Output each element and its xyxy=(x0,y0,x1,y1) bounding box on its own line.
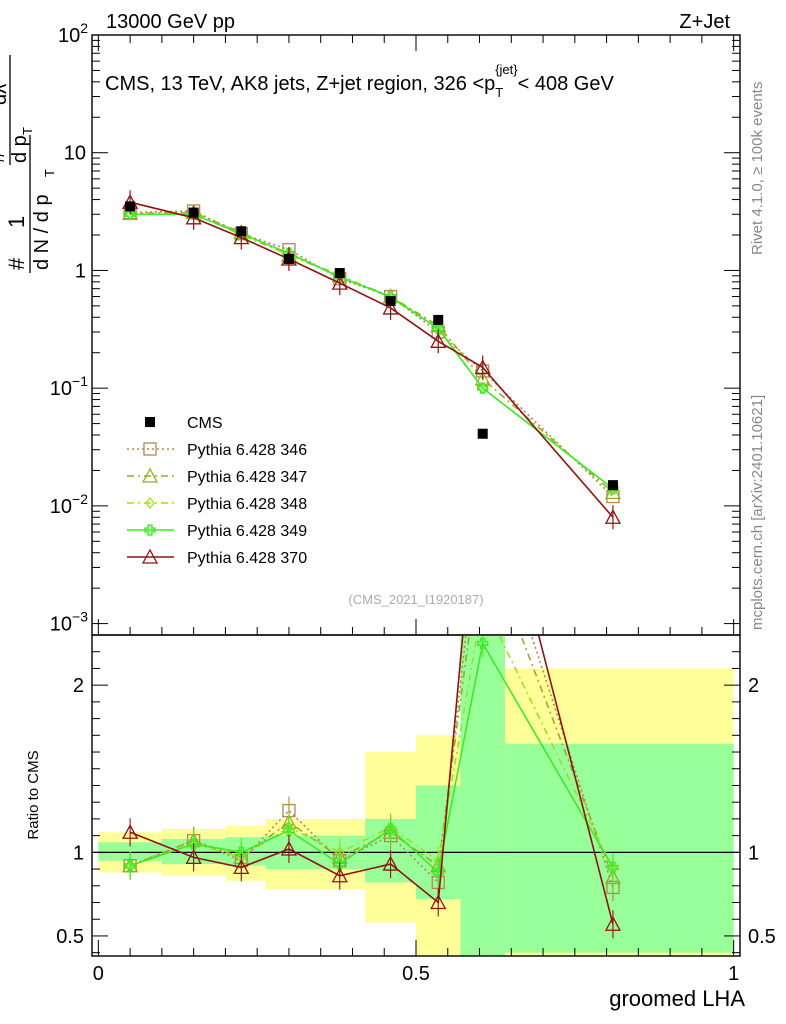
ratio-point xyxy=(124,860,136,872)
ratio-point xyxy=(604,915,622,931)
svg-text:T: T xyxy=(20,127,35,135)
series-point xyxy=(432,323,444,335)
svg-text:d N / d p: d N / d p xyxy=(31,194,53,270)
ratio-series-group xyxy=(122,635,622,939)
ratio-y-axis-label: Ratio to CMS xyxy=(25,750,42,839)
svg-text:dλ: dλ xyxy=(0,84,11,105)
header-energy-label: 13000 GeV pp xyxy=(106,11,235,33)
x-axis: 0 0.5 1 xyxy=(93,35,739,985)
rivet-version-label: Rivet 4.1.0, ≥ 100k events xyxy=(749,82,766,255)
legend-cms-label: CMS xyxy=(187,415,223,432)
main-panel: 10−3 10−2 10−1 1 10 102 (CMS_2021_I1920187) C… xyxy=(50,20,741,636)
ratio-y-tick-label: 1 xyxy=(73,842,84,864)
data-point xyxy=(334,268,345,279)
ratio-point xyxy=(280,840,298,856)
x-tick-label: 0.5 xyxy=(402,963,430,985)
ratio-y-tick-label-right: 2 xyxy=(748,675,759,697)
data-point xyxy=(283,254,294,265)
ratio-point xyxy=(122,823,139,839)
series-point xyxy=(604,508,622,524)
x-tick-label: 1 xyxy=(728,963,739,985)
legend: CMS Pythia 6.428 346 Pythia 6.428 347 Pythi… xyxy=(127,415,307,567)
legend-marker xyxy=(144,524,156,536)
data-point xyxy=(385,296,396,307)
data-point xyxy=(236,226,247,237)
legend-label: Pythia 6.428 347 xyxy=(187,469,307,486)
ratio-point xyxy=(607,861,619,874)
series-point xyxy=(382,299,399,315)
svg-text:1: 1 xyxy=(4,216,29,228)
ratio-y-tick-label: 0.5 xyxy=(56,926,84,948)
series-point xyxy=(331,274,348,290)
legend-marker xyxy=(141,548,159,564)
y-tick-label: 102 xyxy=(58,20,88,47)
ratio-point xyxy=(430,894,447,910)
data-point xyxy=(607,480,618,491)
ratio-band-inner xyxy=(504,743,734,953)
series-point xyxy=(124,208,136,220)
ratio-point xyxy=(604,869,622,885)
series-point xyxy=(604,484,622,500)
ratio-point xyxy=(477,637,489,650)
series-point xyxy=(477,382,489,394)
legend-label: Pythia 6.428 349 xyxy=(187,523,307,540)
data-point xyxy=(433,314,444,325)
legend-marker xyxy=(141,467,159,483)
legend-label: Pythia 6.428 346 xyxy=(187,442,307,459)
data-point xyxy=(477,428,488,439)
ratio-point xyxy=(185,848,202,865)
series-point xyxy=(474,370,491,386)
x-tick-label: 0 xyxy=(93,963,104,985)
ratio-band-inner xyxy=(98,842,162,861)
main-y-axis-label: # 1 d N / d p T # d p T d 2 N dλ xyxy=(0,55,57,273)
svg-text:T: T xyxy=(42,169,57,177)
series-point xyxy=(430,332,447,348)
legend-marker xyxy=(145,496,155,510)
ratio-point xyxy=(233,859,250,875)
ratio-point xyxy=(384,823,397,835)
data-point xyxy=(125,201,136,212)
analysis-watermark: (CMS_2021_I1920187) xyxy=(348,592,483,607)
legend-cms-marker xyxy=(145,417,155,427)
ratio-panel: 0.5 0.5 1 1 2 2 xyxy=(56,634,776,957)
ratio-point xyxy=(382,855,399,871)
y-tick-label: 1 xyxy=(75,260,86,282)
ratio-band-inner xyxy=(460,635,505,956)
mcplots-credit-label: mcplots.cern.ch [arXiv:2401.10621] xyxy=(749,395,766,630)
x-axis-label: groomed LHA xyxy=(609,986,745,1011)
legend-label: Pythia 6.428 370 xyxy=(187,550,307,567)
svg-text:d p: d p xyxy=(9,135,31,163)
legend-label: Pythia 6.428 348 xyxy=(187,496,307,513)
ratio-y-tick-label-right: 0.5 xyxy=(748,926,776,948)
series-point xyxy=(233,229,250,245)
y-tick-label: 10−2 xyxy=(50,491,88,518)
plot-title: CMS, 13 TeV, AK8 jets, Z+jet region, 326… xyxy=(105,62,614,100)
y-tick-label: 10−1 xyxy=(50,373,88,400)
ratio-point xyxy=(283,824,295,837)
svg-text:#: # xyxy=(4,257,29,270)
main-panel-frame xyxy=(91,34,741,636)
y-tick-label: 10−3 xyxy=(50,609,88,636)
ratio-y-tick-label-right: 1 xyxy=(748,842,759,864)
ratio-point xyxy=(235,846,247,858)
ratio-y-tick-label: 2 xyxy=(73,675,84,697)
data-point xyxy=(188,207,199,218)
series-point xyxy=(474,359,491,375)
ratio-point xyxy=(331,867,348,883)
legend-marker xyxy=(143,442,157,456)
header-process-label: Z+Jet xyxy=(679,11,730,33)
y-tick-label: 10 xyxy=(64,143,86,165)
svg-text:#: # xyxy=(0,150,9,163)
